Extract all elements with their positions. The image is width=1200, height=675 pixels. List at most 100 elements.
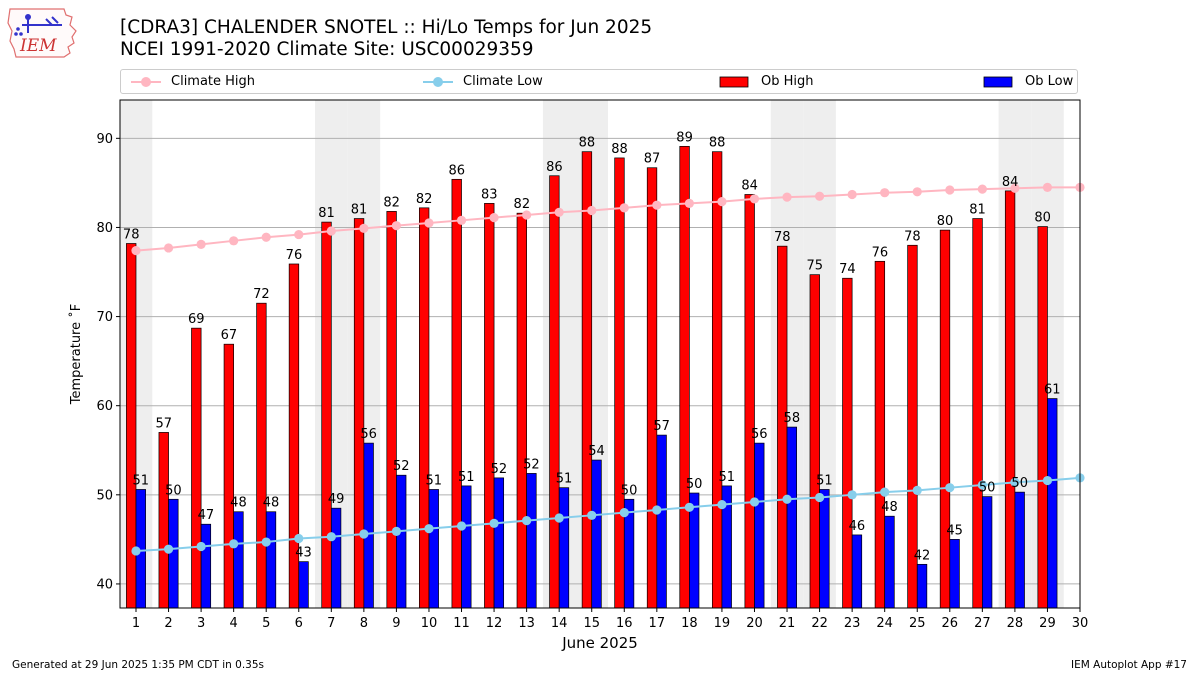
x-tick-label: 11	[453, 616, 470, 631]
title-line-1: [CDRA3] CHALENDER SNOTEL :: Hi/Lo Temps …	[120, 17, 653, 38]
x-axis-label: June 2025	[562, 634, 638, 652]
ob-low-value-label: 47	[198, 508, 215, 523]
x-tick-label: 5	[262, 616, 270, 631]
x-tick-label: 22	[811, 616, 828, 631]
ob-high-value-label: 80	[937, 214, 954, 229]
x-tick-label: 17	[649, 616, 666, 631]
ob-low-value-label: 43	[295, 546, 312, 561]
x-tick-label: 30	[1072, 616, 1089, 631]
x-tick-label: 28	[1007, 616, 1024, 631]
ob-low-value-label: 56	[751, 427, 768, 442]
ob-low-value-label: 51	[718, 470, 735, 485]
ob-low-value-label: 48	[263, 496, 280, 511]
climate-low-point	[294, 533, 304, 544]
climate-low-point	[229, 539, 239, 549]
x-tick-label: 15	[583, 616, 600, 631]
climate-low-point	[261, 537, 271, 547]
ob-low-bar	[916, 563, 928, 609]
climate-high-point	[880, 188, 890, 198]
climate-low-point	[359, 529, 369, 539]
x-tick-label: 25	[909, 616, 926, 631]
ob-high-value-label: 88	[611, 142, 628, 157]
ob-high-value-label: 83	[481, 187, 498, 202]
ob-high-bar	[484, 203, 495, 609]
ob-high-value-label: 75	[807, 259, 824, 274]
ob-high-bar	[1004, 190, 1016, 609]
y-tick-label: 80	[96, 221, 113, 236]
climate-low-point	[131, 546, 141, 556]
legend-label-ob-low: Ob Low	[1025, 74, 1074, 89]
ob-high-value-label: 81	[969, 203, 986, 218]
generated-timestamp: Generated at 29 Jun 2025 1:35 PM CDT in …	[12, 659, 265, 671]
ob-low-value-label: 48	[881, 500, 898, 515]
ob-low-value-label: 50	[165, 483, 182, 498]
ob-high-value-label: 88	[709, 136, 726, 151]
x-tick-label: 19	[714, 616, 731, 631]
climate-low-line	[135, 476, 1081, 552]
ob-high-value-label: 80	[1034, 211, 1051, 226]
climate-high-point	[684, 198, 694, 208]
climate-high-point	[977, 184, 987, 194]
ob-low-bar	[233, 511, 244, 609]
ob-low-bar	[558, 487, 570, 609]
y-tick-label: 70	[96, 310, 113, 325]
ob-high-bar	[223, 343, 235, 609]
x-tick-label: 26	[942, 616, 959, 631]
x-tick-label: 8	[360, 616, 368, 631]
climate-high-point	[229, 236, 239, 246]
climate-low-point	[619, 508, 629, 518]
ob-low-bar	[949, 539, 960, 609]
ob-high-value-label: 72	[253, 287, 270, 302]
x-tick-label: 2	[164, 616, 172, 631]
ob-high-bar	[419, 207, 430, 609]
chart-title: [CDRA3] CHALENDER SNOTEL :: Hi/Lo Temps …	[120, 17, 652, 61]
ob-high-bar	[353, 218, 365, 609]
ob-high-value-label: 86	[448, 163, 465, 178]
x-tick-label: 1	[132, 616, 140, 631]
legend-label-climate-low: Climate Low	[463, 74, 543, 89]
climate-low-point	[749, 497, 760, 507]
x-tick-label: 10	[421, 616, 438, 631]
climate-high-point	[196, 239, 206, 249]
climate-low-point	[652, 505, 662, 515]
ob-low-bar	[819, 489, 830, 609]
x-tick-label: 29	[1039, 616, 1056, 631]
climate-low-point	[945, 483, 955, 493]
y-tick-label: 90	[96, 132, 113, 147]
climate-low-point	[717, 500, 727, 510]
climate-high-point	[782, 192, 792, 202]
climate-low-point	[391, 526, 402, 536]
climate-low-point	[326, 532, 336, 542]
ob-low-swatch	[983, 76, 1013, 88]
ob-low-value-label: 50	[686, 477, 703, 492]
climate-high-point	[456, 215, 467, 225]
ob-low-value-label: 51	[816, 473, 833, 488]
ob-high-value-label: 78	[123, 227, 140, 242]
ob-low-bar	[981, 496, 993, 609]
climate-low-point	[814, 492, 825, 503]
ob-low-bar	[330, 507, 342, 609]
ob-high-bar	[549, 175, 560, 609]
climate-high-point	[945, 185, 955, 195]
x-tick-label: 7	[327, 616, 335, 631]
ob-high-value-label: 78	[904, 229, 921, 244]
ob-high-value-label: 57	[155, 416, 172, 431]
climate-high-point	[424, 218, 434, 228]
ob-low-bar	[298, 561, 309, 609]
ob-low-bar	[428, 489, 439, 609]
ob-high-value-label: 82	[514, 197, 531, 212]
ob-high-bar	[711, 151, 723, 609]
ob-low-bar	[526, 473, 537, 609]
ob-high-bar	[777, 245, 788, 609]
ob-high-bar	[842, 277, 853, 609]
climate-low-point	[977, 480, 987, 490]
climate-high-point	[749, 194, 760, 204]
plot-frame	[119, 99, 1081, 609]
ob-low-value-label: 51	[133, 473, 150, 488]
ob-high-bar	[256, 302, 267, 609]
ob-high-value-label: 87	[644, 152, 661, 167]
app-label: IEM Autoplot App #17	[1071, 659, 1187, 671]
ob-low-value-label: 57	[653, 419, 670, 434]
ob-low-value-label: 51	[556, 472, 573, 487]
